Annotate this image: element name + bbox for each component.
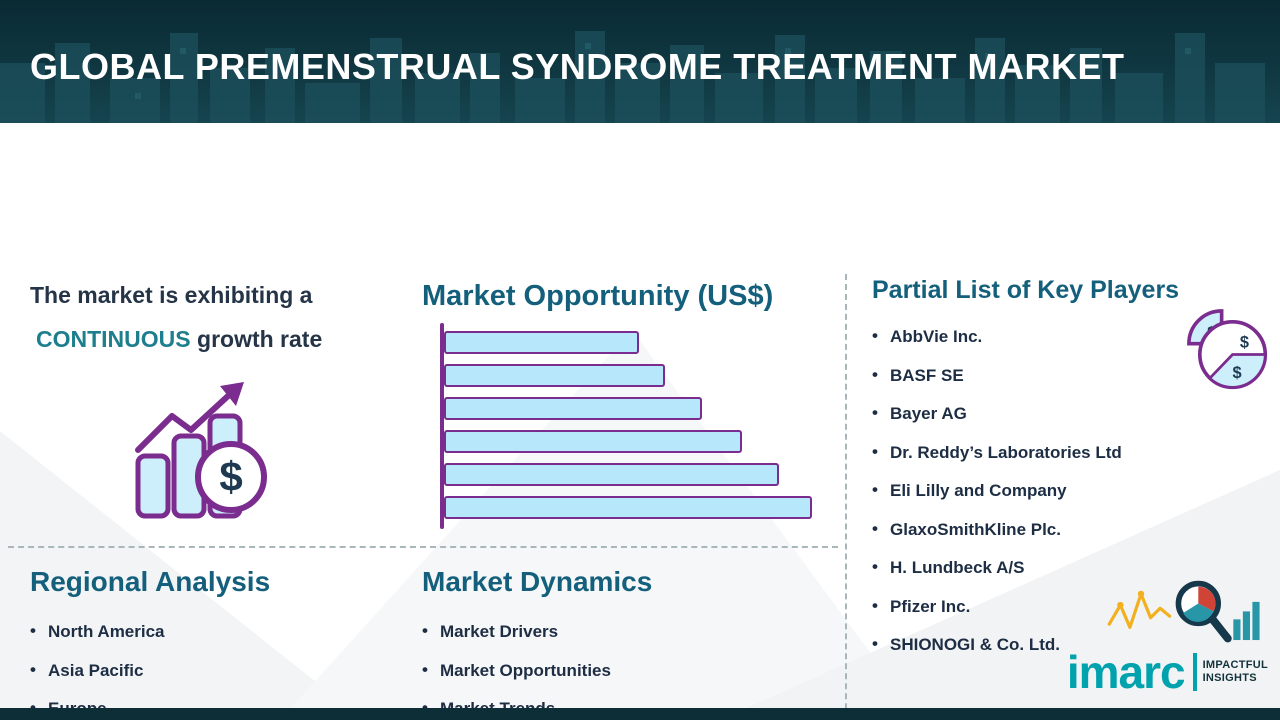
logo-tagline-line2: INSIGHTS	[1202, 672, 1257, 684]
chart-bar	[444, 364, 665, 387]
svg-text:$: $	[1240, 333, 1249, 351]
chart-axis	[440, 323, 444, 529]
chart-bar	[444, 463, 779, 486]
list-item: North America	[30, 621, 390, 642]
list-item: GlaxoSmithKline Plc.	[872, 519, 1267, 540]
growth-statement-line2: CONTINUOUS growth rate	[30, 324, 410, 354]
logo-divider	[1192, 653, 1197, 691]
chart-bar	[444, 430, 743, 453]
list-item: Eli Lilly and Company	[872, 480, 1267, 501]
market-dynamics-list: Market Drivers Market Opportunities Mark…	[422, 621, 782, 720]
growth-statement-line1: The market is exhibiting a	[30, 282, 313, 308]
pie-chart-dollar-icon: $ $ $	[1187, 309, 1268, 390]
growth-rate-text: growth rate	[190, 326, 323, 352]
logo-tagline-line1: IMPACTFUL	[1202, 659, 1268, 671]
svg-text:$: $	[219, 453, 242, 500]
horizontal-dashed-divider	[8, 546, 838, 548]
magnifier-line-chart-icon	[1107, 580, 1260, 643]
imarc-logo: imarc IMPACTFUL INSIGHTS	[1058, 578, 1268, 698]
market-opportunity-title: Market Opportunity (US$)	[422, 280, 774, 312]
page-title: GLOBAL PREMENSTRUAL SYNDROME TREATMENT M…	[30, 46, 1125, 87]
list-item: Market Opportunities	[422, 660, 782, 681]
chart-bar	[444, 496, 812, 519]
chart-bars	[444, 331, 812, 529]
list-item: SHIONOGI & Co. Ltd.	[872, 634, 1267, 655]
header-banner: GLOBAL PREMENSTRUAL SYNDROME TREATMENT M…	[0, 0, 1280, 126]
list-item: BASF SE	[872, 365, 1267, 386]
list-item: Dr. Reddy’s Laboratories Ltd	[872, 442, 1267, 463]
footer-bar	[0, 708, 1280, 720]
market-dynamics-title: Market Dynamics	[422, 566, 653, 597]
growth-statement: The market is exhibiting a CONTINUOUS gr…	[30, 280, 410, 354]
market-dynamics-section: Market Dynamics Market Drivers Market Op…	[422, 566, 782, 720]
regional-analysis-list: North America Asia Pacific Europe Latin …	[30, 621, 390, 720]
regional-analysis-section: Regional Analysis North America Asia Pac…	[30, 566, 390, 720]
list-item: Pfizer Inc.	[872, 596, 1267, 617]
list-item: Market Drivers	[422, 621, 782, 642]
logo-wordmark: imarc IMPACTFUL INSIGHTS	[1058, 646, 1268, 698]
main-content: The market is exhibiting a CONTINUOUS gr…	[0, 126, 1280, 720]
key-players-title: Partial List of Key Players	[872, 276, 1180, 304]
logo-tagline: IMPACTFUL INSIGHTS	[1203, 659, 1268, 685]
list-item: H. Lundbeck A/S	[872, 557, 1267, 578]
key-players-list: AbbVie Inc. BASF SE Bayer AG Dr. Reddy’s…	[872, 326, 1267, 655]
svg-text:$: $	[1233, 364, 1242, 382]
regional-analysis-title: Regional Analysis	[30, 566, 271, 597]
list-item: Bayer AG	[872, 403, 1267, 424]
growth-chart-dollar-icon: $	[135, 382, 267, 519]
city-skyline-icon	[0, 31, 1265, 123]
key-players-section: Partial List of Key Players AbbVie Inc. …	[872, 276, 1267, 674]
logo-brand-text: imarc	[1066, 646, 1186, 698]
vertical-dashed-divider	[845, 274, 847, 720]
chart-bar	[444, 397, 702, 420]
growth-highlight: CONTINUOUS	[36, 326, 191, 352]
list-item: Asia Pacific	[30, 660, 390, 681]
market-opportunity-bar-chart	[440, 323, 820, 533]
list-item: AbbVie Inc.	[872, 326, 1267, 347]
chart-bar	[444, 331, 640, 354]
